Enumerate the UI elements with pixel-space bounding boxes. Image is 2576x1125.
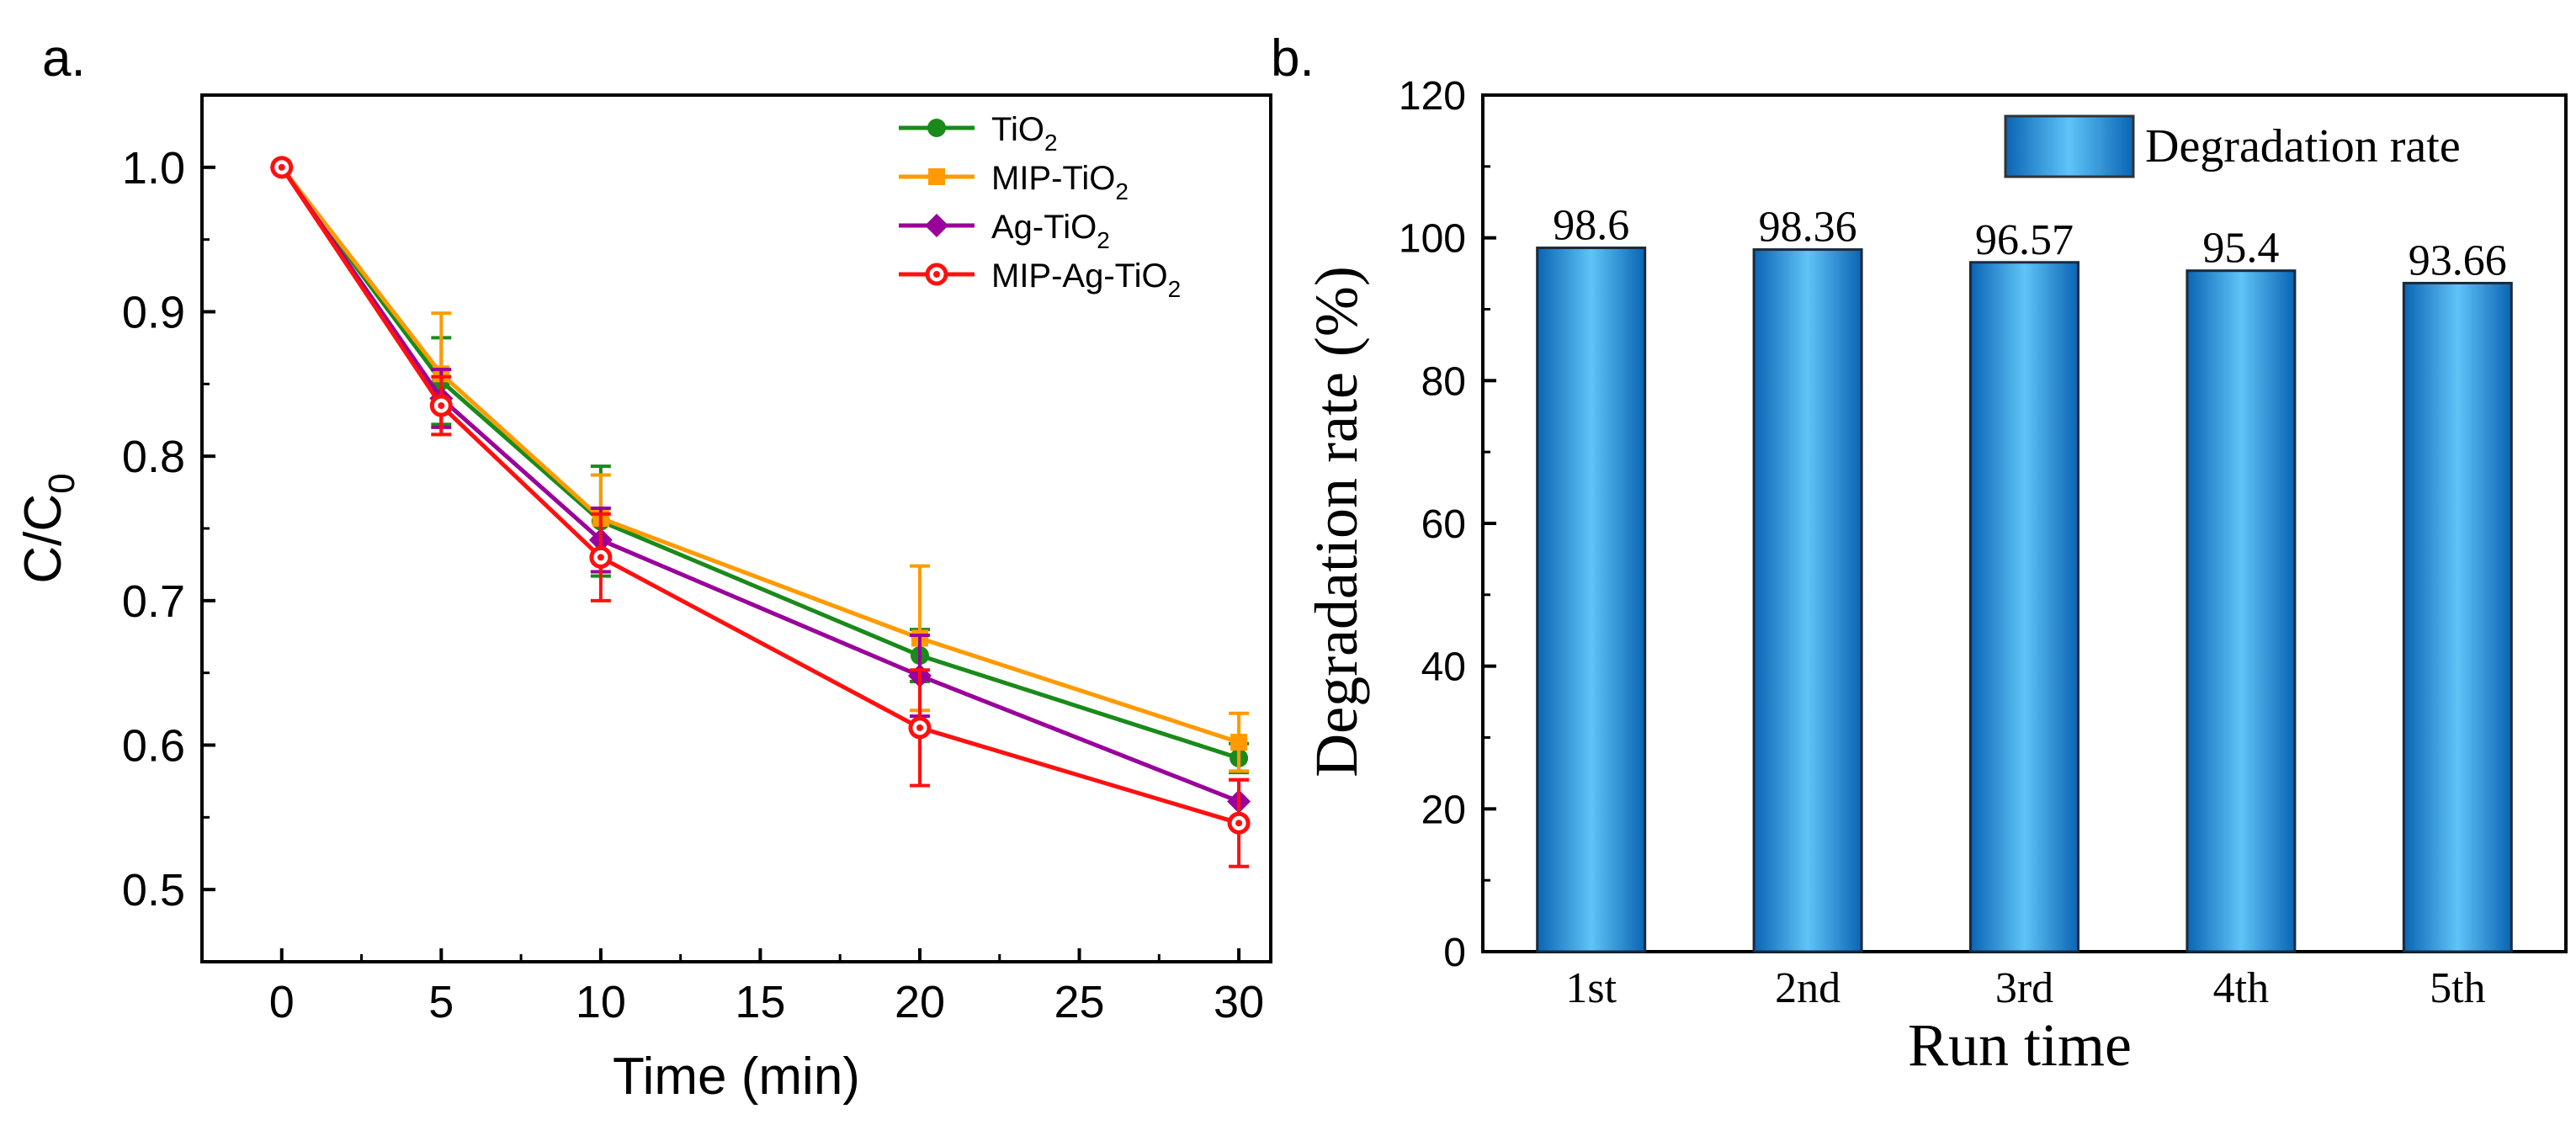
panel-a-axis-ticks: 0 5 10 15 20 25 30 0.5 0.6 0.7 0.8 0.9 1.0 bbox=[122, 143, 1264, 1027]
y-tick-label: 0.5 bbox=[122, 865, 185, 915]
mip_ag_tio2-marker-center bbox=[916, 724, 923, 731]
legend-entry-ag_tio2: Ag-TiO2 bbox=[899, 209, 1110, 253]
bar-1st bbox=[1536, 247, 1647, 953]
series-mip_ag_tio2 bbox=[270, 156, 1251, 868]
mip_ag_tio2-marker-center bbox=[278, 163, 285, 171]
bar-value-label: 98.6 bbox=[1553, 202, 1629, 250]
x-tick-label: 1st bbox=[1565, 964, 1617, 1012]
y-tick-label: 1.0 bbox=[122, 143, 185, 194]
panel-a-line-chart: a. 0 5 10 15 20 25 300.50.60.70.80.91.0 Time (… bbox=[14, 29, 1272, 1106]
x-tick-label: 10 bbox=[576, 977, 626, 1027]
panel-a-y-axis-label: C/C0 bbox=[14, 473, 82, 583]
panel-a-series-group bbox=[269, 155, 1251, 868]
bar-4th bbox=[2186, 269, 2297, 953]
legend-label-ag_tio2: Ag-TiO2 bbox=[991, 209, 1110, 253]
x-tick-label: 3rd bbox=[1995, 964, 2053, 1012]
x-tick-label: 0 bbox=[269, 977, 295, 1027]
panel-b-bars-group: 98.6 98.36 96.57 95.4 93.66 bbox=[1536, 202, 2513, 953]
mip_ag_tio2-marker-center bbox=[1235, 820, 1243, 827]
x-tick-label: 5 bbox=[428, 977, 454, 1027]
legend-label-main: TiO bbox=[991, 111, 1044, 148]
legend-tio2-marker bbox=[927, 119, 946, 137]
x-tick-label: 20 bbox=[895, 977, 945, 1027]
bar-3rd bbox=[1969, 261, 2079, 953]
legend-ag_tio2-marker bbox=[925, 214, 948, 237]
panel-b-label: b. bbox=[1271, 29, 1315, 88]
legend-entry-mip_tio2: MIP-TiO2 bbox=[899, 160, 1129, 204]
series-ag_tio2 bbox=[269, 155, 1251, 825]
series-line-tio2 bbox=[279, 166, 1240, 761]
x-tick-label: 25 bbox=[1054, 977, 1104, 1027]
legend-label-mip_ag_tio2: MIP-Ag-TiO2 bbox=[991, 257, 1181, 302]
legend-label-degradation-rate: Degradation rate bbox=[2145, 120, 2461, 172]
y-tick-label: 80 bbox=[1421, 359, 1466, 404]
y-tick-label: 60 bbox=[1421, 502, 1466, 547]
y-tick-label: 0 bbox=[1443, 931, 1466, 975]
panel-b-y-axis-label: Degradation rate (%) bbox=[1303, 266, 1370, 777]
panel-b-axis-ticks: 0 20 40 60 80 100 120 1st 2nd 3rd 4th 5th bbox=[1399, 74, 2486, 1012]
y-tick-label: 0.9 bbox=[122, 288, 185, 338]
x-tick-label: 5th bbox=[2430, 964, 2485, 1012]
legend-label-tio2: TiO2 bbox=[991, 111, 1058, 156]
bar-value-label: 98.36 bbox=[1759, 204, 1857, 252]
y-tick-label: 0.7 bbox=[122, 576, 185, 627]
bar-value-label: 93.66 bbox=[2409, 236, 2507, 284]
legend-mip_tio2-marker bbox=[928, 168, 945, 185]
bar-2nd bbox=[1752, 248, 1863, 953]
x-tick-label: 4th bbox=[2213, 964, 2269, 1012]
bar-5th bbox=[2402, 281, 2513, 953]
y-tick-label: 40 bbox=[1421, 645, 1466, 690]
mip_ag_tio2-marker-center bbox=[597, 554, 604, 561]
legend-label-subscript: 2 bbox=[1097, 227, 1110, 253]
legend-label-subscript: 2 bbox=[1115, 178, 1129, 204]
y-label-main: C/C bbox=[14, 494, 72, 584]
legend-label-main: MIP-Ag-TiO bbox=[991, 257, 1168, 295]
y-tick-label: 20 bbox=[1421, 788, 1466, 832]
panel-a-label: a. bbox=[42, 29, 86, 88]
y-tick-label: 100 bbox=[1399, 217, 1466, 262]
legend-label-main: MIP-TiO bbox=[991, 160, 1115, 197]
panel-a-x-axis-label: Time (min) bbox=[613, 1048, 860, 1106]
legend-entry-tio2: TiO2 bbox=[899, 111, 1058, 156]
panel-b-legend: Degradation rate bbox=[2004, 114, 2461, 178]
panel-a-plot-frame bbox=[200, 93, 1272, 963]
bar-value-label: 96.57 bbox=[1975, 216, 2074, 264]
legend-label-main: Ag-TiO bbox=[991, 209, 1097, 246]
mip_tio2-marker bbox=[1230, 734, 1248, 751]
bar-value-label: 95.4 bbox=[2202, 225, 2279, 273]
legend-entry-mip_ag_tio2: MIP-Ag-TiO2 bbox=[899, 257, 1181, 302]
legend-mip_ag_tio2-marker-center bbox=[933, 271, 940, 278]
y-tick-label: 120 bbox=[1399, 74, 1466, 119]
y-tick-label: 0.6 bbox=[122, 721, 185, 772]
legend-label-mip_tio2: MIP-TiO2 bbox=[991, 160, 1129, 204]
legend-swatch-degradation-rate bbox=[2004, 114, 2135, 178]
x-tick-label: 30 bbox=[1214, 977, 1264, 1027]
panel-b-x-axis-label: Run time bbox=[1908, 1011, 2132, 1079]
series-line-mip_tio2 bbox=[279, 166, 1240, 745]
x-tick-label: 2nd bbox=[1775, 964, 1840, 1012]
x-tick-label: 15 bbox=[735, 977, 785, 1027]
y-tick-label: 0.8 bbox=[122, 432, 185, 482]
y-label-subscript: 0 bbox=[41, 473, 82, 493]
legend-label-subscript: 2 bbox=[1044, 130, 1058, 156]
mip_ag_tio2-marker-center bbox=[438, 402, 445, 410]
legend-label-subscript: 2 bbox=[1168, 276, 1182, 302]
